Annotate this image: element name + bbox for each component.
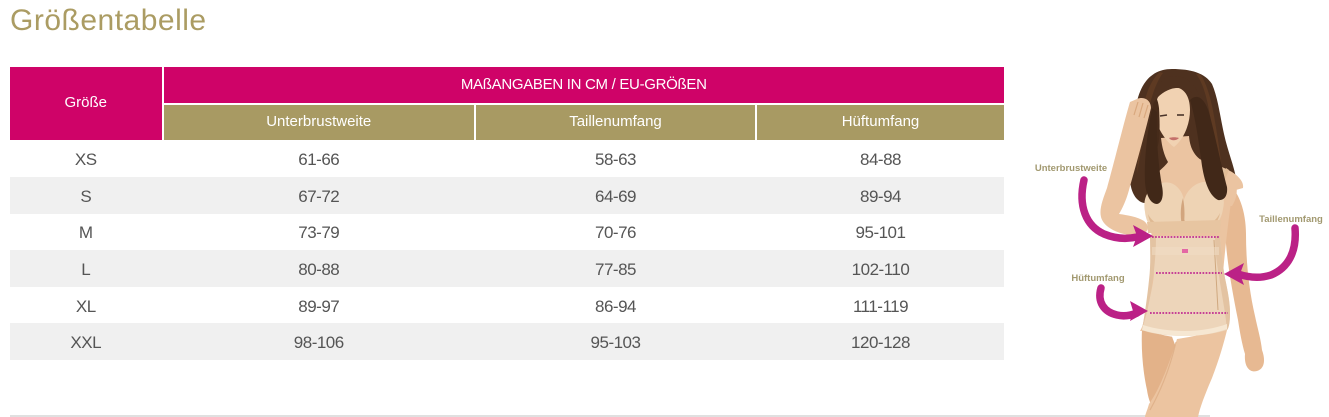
svg-text:Hüftumfang: Hüftumfang [1071, 273, 1124, 284]
svg-text:Taillenumfang: Taillenumfang [1259, 214, 1323, 225]
svg-text:Unterbrustweite: Unterbrustweite [1035, 163, 1107, 174]
